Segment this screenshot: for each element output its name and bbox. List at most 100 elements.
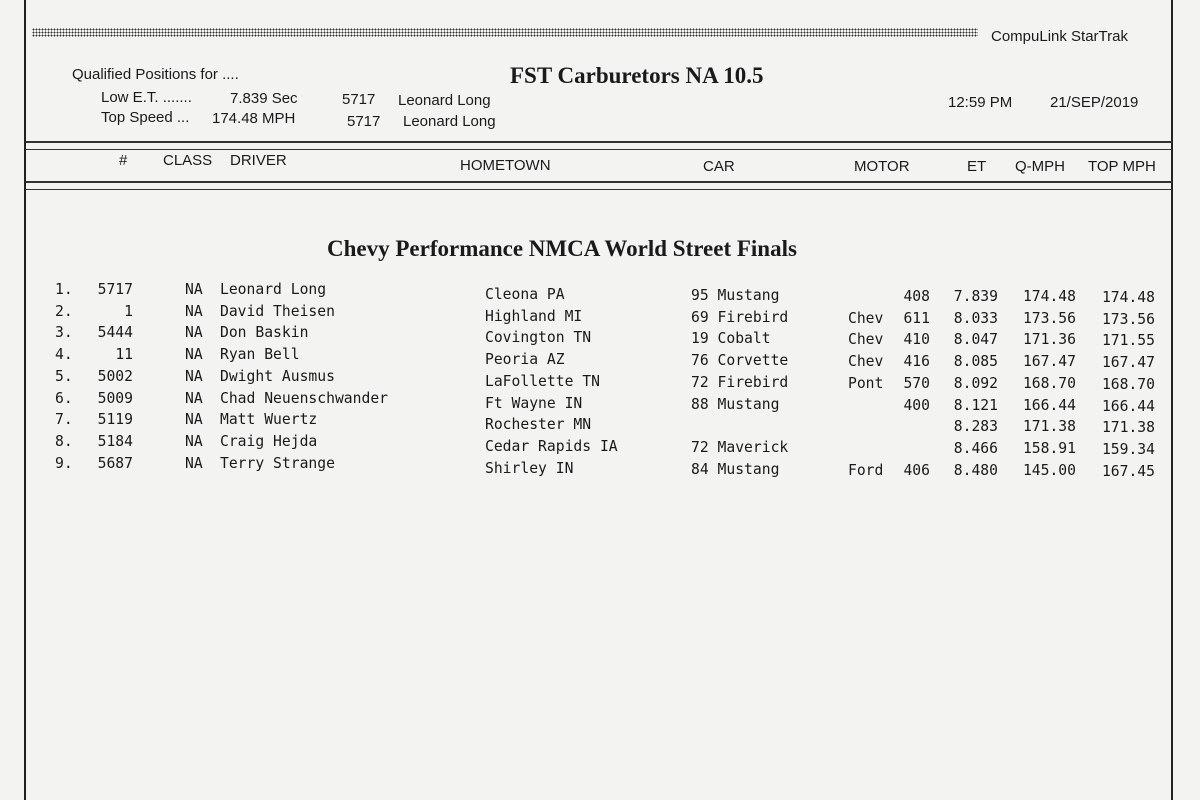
top-speed-car: 5717 <box>347 113 381 130</box>
cell-car: 72 Firebird <box>691 373 789 391</box>
cell-topmph: 173.56 <box>1101 310 1155 328</box>
cell-hometown: Covington TN <box>485 329 592 347</box>
table-row: 1. 5717 NA Leonard Long Cleona PA 95 Mustang 4… <box>0 281 1200 306</box>
low-et-label: Low E.T. ....... <box>101 89 192 106</box>
cell-num: 5184 <box>97 432 133 450</box>
cell-driver: Terry Strange <box>220 454 335 472</box>
cell-et: 8.283 <box>953 418 998 436</box>
cell-topmph: 166.44 <box>1101 397 1155 415</box>
cell-car: 19 Cobalt <box>691 330 771 348</box>
col-header-driver: DRIVER <box>230 152 287 169</box>
cell-et: 8.033 <box>953 309 998 327</box>
top-speed-value: 174.48 MPH <box>212 110 296 127</box>
cell-qmph: 168.70 <box>1022 374 1076 392</box>
cell-num: 11 <box>115 346 133 364</box>
cell-qmph: 166.44 <box>1022 396 1076 414</box>
cell-driver: Craig Hejda <box>220 432 318 450</box>
cell-driver: Leonard Long <box>220 281 327 298</box>
cell-hometown: LaFollette TN <box>485 372 600 390</box>
low-et-value: 7.839 Sec <box>230 90 298 107</box>
cell-et: 7.839 <box>953 288 998 305</box>
cell-topmph: 167.45 <box>1101 462 1155 480</box>
system-name: CompuLink StarTrak <box>991 28 1128 45</box>
cell-cid: 416 <box>903 353 930 371</box>
right-border <box>1171 0 1173 800</box>
cell-cls: NA <box>185 411 203 429</box>
cell-cid: 400 <box>903 396 930 414</box>
cell-num: 5717 <box>97 281 133 298</box>
col-header-pos: # <box>119 152 128 169</box>
cell-qmph: 171.38 <box>1022 418 1076 436</box>
col-header-motor: MOTOR <box>854 158 910 175</box>
col-header-class: CLASS <box>163 152 213 169</box>
cell-pos: 7. <box>55 411 73 429</box>
table-row: 6. 5009 NA Chad Neuenschwander Ft Wayne IN 88… <box>0 389 1200 415</box>
cell-driver: Ryan Bell <box>220 346 300 364</box>
cell-hometown: Cedar Rapids IA <box>485 437 618 455</box>
cell-topmph: 174.48 <box>1101 289 1155 306</box>
cell-pos: 2. <box>55 302 73 320</box>
cell-driver: Don Baskin <box>220 324 309 342</box>
cell-num: 1 <box>124 302 133 320</box>
cell-pos: 4. <box>55 346 73 364</box>
col-header-car: CAR <box>703 158 735 175</box>
event-title: Chevy Performance NMCA World Street Fina… <box>327 236 797 261</box>
cell-hometown: Shirley IN <box>485 459 574 477</box>
cell-qmph: 167.47 <box>1022 353 1076 371</box>
cell-hometown: Ft Wayne IN <box>485 394 583 412</box>
table-row: 4. 11 NA Ryan Bell Peoria AZ 76 Corvette Chev 4… <box>0 346 1200 372</box>
col-header-topmph: TOP MPH <box>1088 158 1156 175</box>
low-et-car: 5717 <box>342 91 376 108</box>
cell-car: 95 Mustang <box>691 287 780 304</box>
cell-cls: NA <box>185 281 203 298</box>
cell-cls: NA <box>185 302 203 320</box>
cell-et: 8.466 <box>953 439 998 457</box>
cell-topmph: 168.70 <box>1101 375 1155 393</box>
cell-cls: NA <box>185 454 203 472</box>
cell-et: 8.121 <box>953 396 998 414</box>
cell-et: 8.092 <box>953 374 998 392</box>
cell-cid: 611 <box>903 309 930 327</box>
cell-num: 5009 <box>97 389 133 407</box>
cell-make: Chev <box>848 309 884 327</box>
cell-qmph: 173.56 <box>1022 309 1076 327</box>
table-row: 5. 5002 NA Dwight Ausmus LaFollette TN 72 Fir… <box>0 367 1200 393</box>
cell-num: 5444 <box>97 324 133 342</box>
cell-cls: NA <box>185 432 203 450</box>
cell-cid: 410 <box>903 331 930 349</box>
top-speed-driver: Leonard Long <box>403 113 496 130</box>
cell-driver: Chad Neuenschwander <box>220 389 389 407</box>
cell-cls: NA <box>185 367 203 385</box>
cell-topmph: 171.38 <box>1101 419 1155 437</box>
report-date: 21/SEP/2019 <box>1050 94 1139 111</box>
cell-cls: NA <box>185 324 203 342</box>
cell-pos: 8. <box>55 432 73 450</box>
col-header-hometown: HOMETOWN <box>460 157 551 174</box>
low-et-driver: Leonard Long <box>398 92 491 109</box>
cell-qmph: 174.48 <box>1022 288 1076 305</box>
cell-topmph: 167.47 <box>1101 354 1155 372</box>
cell-qmph: 158.91 <box>1022 439 1076 457</box>
cell-car: 88 Mustang <box>691 395 780 413</box>
cell-pos: 3. <box>55 324 73 342</box>
cell-make: Ford <box>848 461 884 479</box>
cell-cls: NA <box>185 389 203 407</box>
cell-cid: 408 <box>903 288 930 305</box>
table-row: 9. 5687 NA Terry Strange Shirley IN 84 Mustan… <box>0 454 1200 480</box>
cell-et: 8.047 <box>953 331 998 349</box>
cell-et: 8.085 <box>953 353 998 371</box>
report-time: 12:59 PM <box>948 94 1013 111</box>
cell-pos: 1. <box>55 281 73 298</box>
cell-et: 8.480 <box>953 461 998 479</box>
header-divider-top <box>26 141 1172 150</box>
cell-hometown: Rochester MN <box>485 416 592 434</box>
cell-make: Chev <box>848 353 884 371</box>
dotted-banner <box>32 28 978 37</box>
cell-cid: 406 <box>903 461 930 479</box>
cell-num: 5687 <box>97 454 133 472</box>
table-row: 2. 1 NA David Theisen Highland MI 69 Firebird… <box>0 302 1200 328</box>
cell-make: Chev <box>848 331 884 349</box>
col-header-qmph: Q-MPH <box>1015 158 1065 175</box>
cell-car: 69 Firebird <box>691 308 789 326</box>
cell-driver: Matt Wuertz <box>220 411 318 429</box>
